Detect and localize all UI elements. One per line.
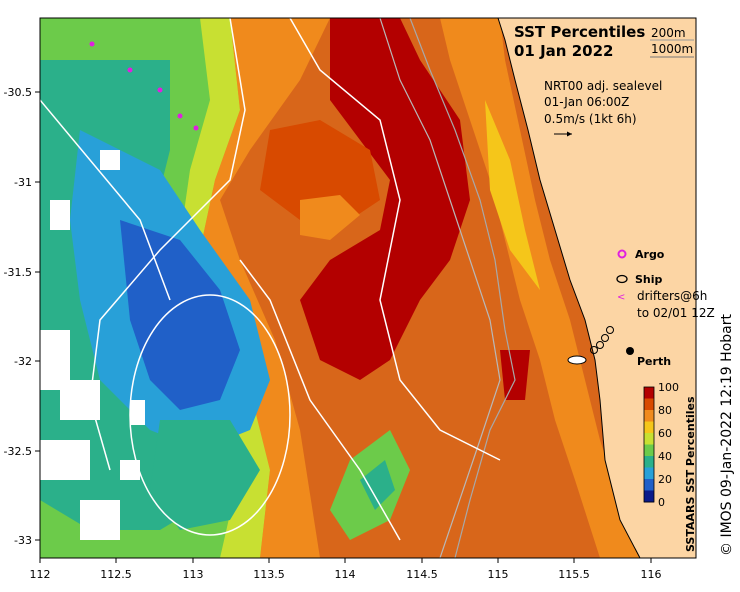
argo-legend-label: Argo <box>635 248 665 261</box>
colorbar-swatch <box>644 398 654 411</box>
ssh-contour-1 <box>40 99 171 301</box>
colorbar <box>644 387 654 503</box>
warm-band-west <box>200 18 330 558</box>
colorbar-title: SSTAARS SST Percentiles <box>684 396 697 552</box>
drifter-legend-label: drifters@6h <box>637 289 707 303</box>
colorbar-swatch <box>644 456 654 468</box>
ssh-contour-3 <box>289 18 501 461</box>
y-tick-label: -33 <box>14 534 32 547</box>
ship-legend-icon <box>616 274 628 284</box>
y-tick-label: -32.5 <box>4 445 32 458</box>
y-tick-label: -31.5 <box>4 266 32 279</box>
colorbar-tick: 60 <box>658 427 672 440</box>
green-patch-south <box>150 420 260 530</box>
depth-1000m-label: 1000m <box>651 42 693 56</box>
coastal-yellow <box>485 100 540 290</box>
depth-200m-label: 200m <box>651 26 686 40</box>
ssh-eddy-contour <box>129 294 291 536</box>
contour-200m <box>379 18 501 558</box>
x-tick-label: 112.5 <box>100 568 132 581</box>
green-tongue-core <box>360 460 395 510</box>
colorbar-swatch <box>644 410 654 422</box>
argo-track <box>89 41 199 131</box>
x-tick-label: 115.5 <box>558 568 590 581</box>
deep-blue-core <box>120 220 240 410</box>
x-tick-label: 114.5 <box>406 568 438 581</box>
colorbar-tick: 40 <box>658 450 672 463</box>
coastline <box>497 18 641 558</box>
colorbar-tick: 0 <box>658 496 665 509</box>
arrowhead-icon <box>567 131 572 137</box>
colorbar-frame <box>643 386 655 503</box>
colorbar-tick: 20 <box>658 473 672 486</box>
drifter-legend-range: to 02/01 12Z <box>637 306 715 320</box>
x-tick-label: 116 <box>641 568 662 581</box>
argo-legend-icon <box>617 249 627 259</box>
axis-ticks <box>35 91 652 563</box>
map-plot-area <box>40 18 696 558</box>
sealevel-source: NRT00 adj. sealevel <box>544 79 662 93</box>
y-tick-label: -32 <box>14 355 32 368</box>
drifter-legend-icon: < <box>617 292 625 303</box>
contour-1000m <box>409 18 516 558</box>
ship-legend-label: Ship <box>635 273 663 286</box>
hot-core <box>300 18 470 380</box>
credit-text: © IMOS 09-Jan-2022 12:19 Hobart <box>719 314 735 556</box>
colorbar-swatch <box>644 490 654 503</box>
hot-core-inner <box>260 120 380 220</box>
ssh-contour-2 <box>89 18 246 471</box>
colorbar-swatch <box>644 444 654 457</box>
no-data-pixels <box>40 150 145 540</box>
map-title: SST Percentiles <box>514 23 645 41</box>
ssh-contour-4 <box>239 259 401 541</box>
perth-marker <box>626 347 634 355</box>
x-tick-label: 113 <box>183 568 204 581</box>
y-tick-label: -30.5 <box>4 86 32 99</box>
perth-label: Perth <box>637 355 671 368</box>
current-scale: 0.5m/s (1kt 6h) <box>544 112 637 126</box>
colorbar-tick: 80 <box>658 404 672 417</box>
warm-eddy <box>300 195 360 240</box>
colorbar-swatch <box>644 421 654 434</box>
hot-patch-east <box>500 350 530 400</box>
y-tick-label: -31 <box>14 176 32 189</box>
colorbar-swatch <box>644 387 654 399</box>
colorbar-swatch <box>644 433 654 445</box>
plot-frame <box>39 17 697 559</box>
rottnest-island <box>567 355 587 365</box>
ship-track <box>590 326 614 354</box>
x-tick-label: 114 <box>335 568 356 581</box>
map-date: 01 Jan 2022 <box>514 42 613 60</box>
colorbar-swatch <box>644 479 654 491</box>
colorbar-swatch <box>644 467 654 480</box>
x-tick-label: 115 <box>488 568 509 581</box>
colorbar-tick: 100 <box>658 381 679 394</box>
x-tick-label: 113.5 <box>253 568 285 581</box>
x-tick-label: 112 <box>30 568 51 581</box>
sealevel-time: 01-Jan 06:00Z <box>544 95 629 109</box>
